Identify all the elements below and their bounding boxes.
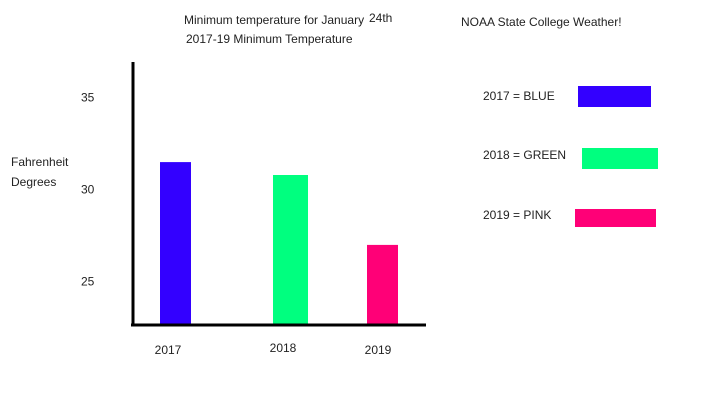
bars-group: [160, 162, 398, 324]
y-tick-label-25: 25: [81, 275, 95, 289]
legend-label-2019: 2019 = PINK: [483, 208, 551, 222]
legend-swatch-2018: [582, 148, 658, 169]
legend-swatch-2019: [575, 209, 656, 227]
chart-subtitle: 2017-19 Minimum Temperature: [186, 32, 353, 46]
y-ticks-group: 25 30 35: [81, 91, 95, 289]
legend-label-2018: 2018 = GREEN: [483, 148, 566, 162]
chart-title-suffix: 24th: [369, 11, 392, 25]
y-tick-label-35: 35: [81, 91, 95, 105]
source-label: NOAA State College Weather!: [461, 15, 622, 29]
x-tick-label-2017: 2017: [155, 343, 182, 357]
bar-2018: [273, 175, 308, 324]
y-axis-label-line-2: Degrees: [11, 175, 56, 189]
legend-swatch-2017: [578, 86, 651, 107]
x-tick-label-2018: 2018: [270, 341, 297, 355]
bar-2019: [367, 244, 398, 324]
legend-label-2017: 2017 = BLUE: [483, 89, 555, 103]
bar-2017: [160, 162, 191, 324]
y-tick-label-30: 30: [81, 183, 95, 197]
x-tick-label-2019: 2019: [365, 343, 392, 357]
chart-title: Minimum temperature for January: [184, 13, 364, 27]
y-axis-label-line-1: Fahrenheit: [11, 155, 69, 169]
